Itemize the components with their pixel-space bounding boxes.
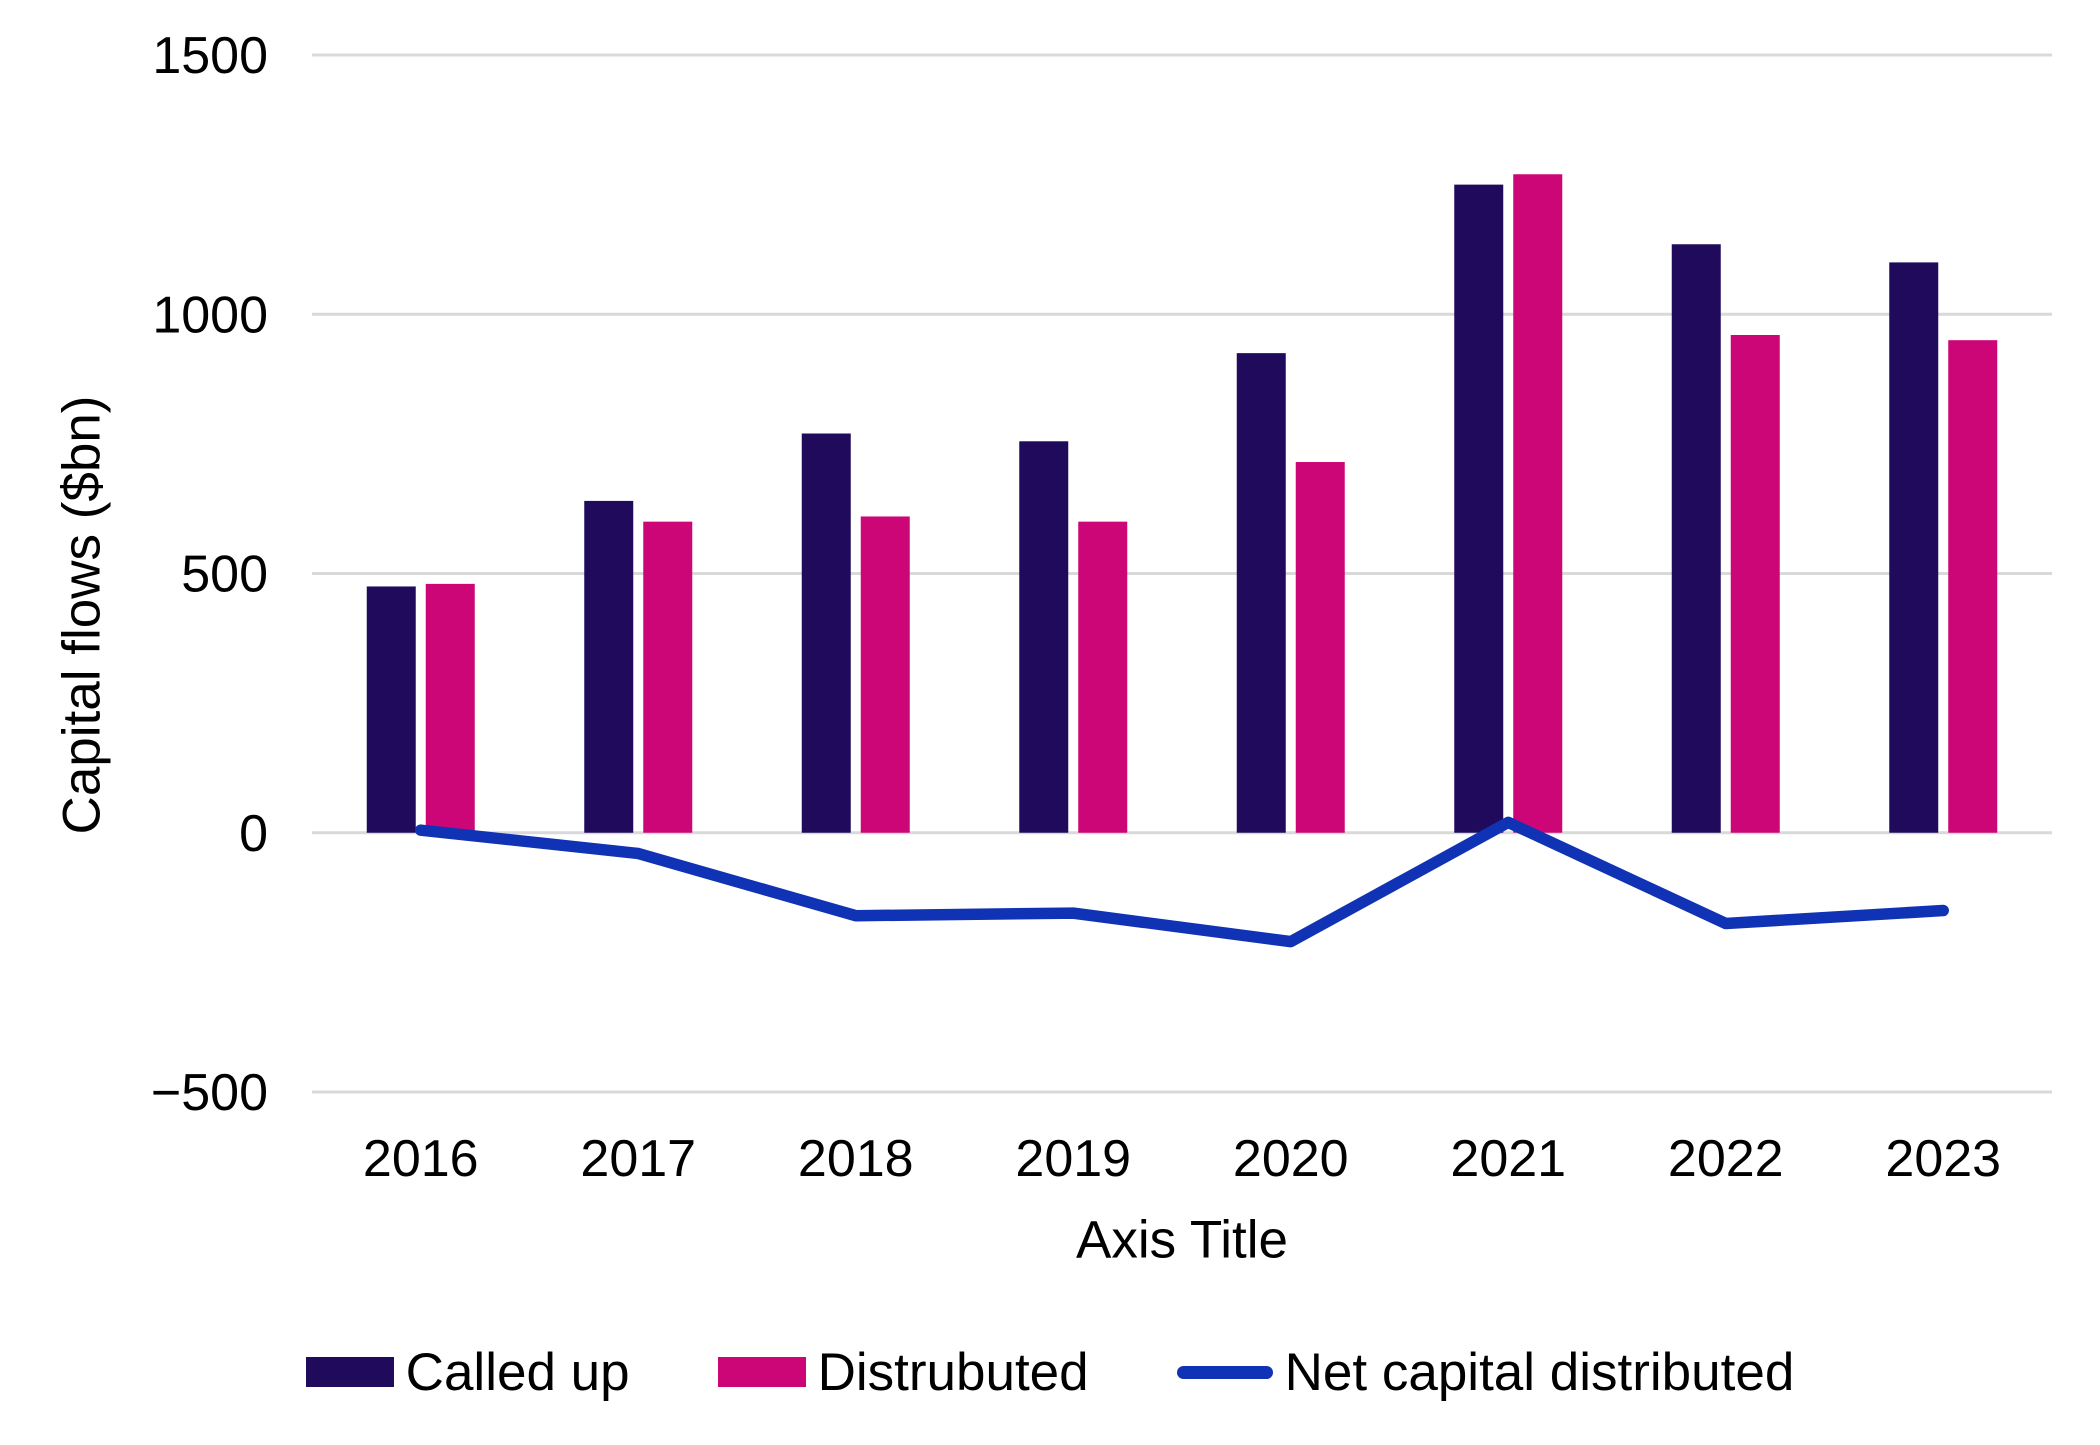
legend-item-distrubuted: Distrubuted (717, 1342, 1089, 1402)
y-tick-label: 1000 (152, 286, 268, 344)
x-tick-label: 2016 (363, 1130, 479, 1188)
legend: Called up Distrubuted Net capital distri… (0, 1340, 2100, 1404)
y-tick-label: 500 (181, 546, 268, 604)
x-tick-label: 2020 (1233, 1130, 1349, 1188)
bar-called-up-2016 (366, 586, 416, 833)
x-tick-label: 2023 (1885, 1130, 2001, 1188)
net-capital-line-swatch-icon (1176, 1365, 1273, 1379)
y-tick-label: 1500 (152, 27, 268, 85)
bar-called-up-2017 (584, 500, 634, 833)
legend-label-distrubuted: Distrubuted (817, 1342, 1089, 1402)
x-tick-label: 2019 (1015, 1130, 1131, 1188)
bar-distrubuted-2018 (860, 516, 910, 833)
bar-called-up-2018 (801, 433, 851, 833)
bar-distrubuted-2017 (643, 521, 693, 833)
y-axis-title: Capital flows ($bn) (52, 395, 112, 835)
bar-called-up-2021 (1454, 184, 1504, 833)
distrubuted-swatch-icon (717, 1357, 806, 1387)
bar-called-up-2023 (1889, 262, 1939, 833)
bar-called-up-2020 (1236, 353, 1286, 833)
bar-distrubuted-2019 (1078, 521, 1128, 833)
legend-item-net-capital-distributed: Net capital distributed (1176, 1342, 1795, 1402)
y-tick-label: −500 (151, 1064, 268, 1122)
x-axis-title: Axis Title (1075, 1210, 1289, 1270)
bar-distrubuted-2021 (1513, 174, 1563, 833)
x-tick-label: 2017 (580, 1130, 696, 1188)
x-tick-label: 2021 (1450, 1130, 1566, 1188)
bar-distrubuted-2022 (1730, 334, 1780, 833)
x-tick-label: 2018 (798, 1130, 914, 1188)
bar-called-up-2022 (1671, 244, 1721, 833)
legend-item-called-up: Called up (305, 1342, 630, 1402)
legend-label-called-up: Called up (405, 1342, 630, 1402)
legend-label-net-capital-distributed: Net capital distributed (1284, 1342, 1795, 1402)
bar-called-up-2019 (1019, 441, 1069, 833)
bar-distrubuted-2016 (425, 583, 475, 833)
bar-distrubuted-2023 (1948, 340, 1998, 833)
called-up-swatch-icon (305, 1357, 394, 1387)
bar-distrubuted-2020 (1295, 462, 1345, 833)
net-capital-distributed-line (415, 816, 1949, 948)
y-tick-label: 0 (239, 805, 268, 863)
x-tick-label: 2022 (1668, 1130, 1784, 1188)
